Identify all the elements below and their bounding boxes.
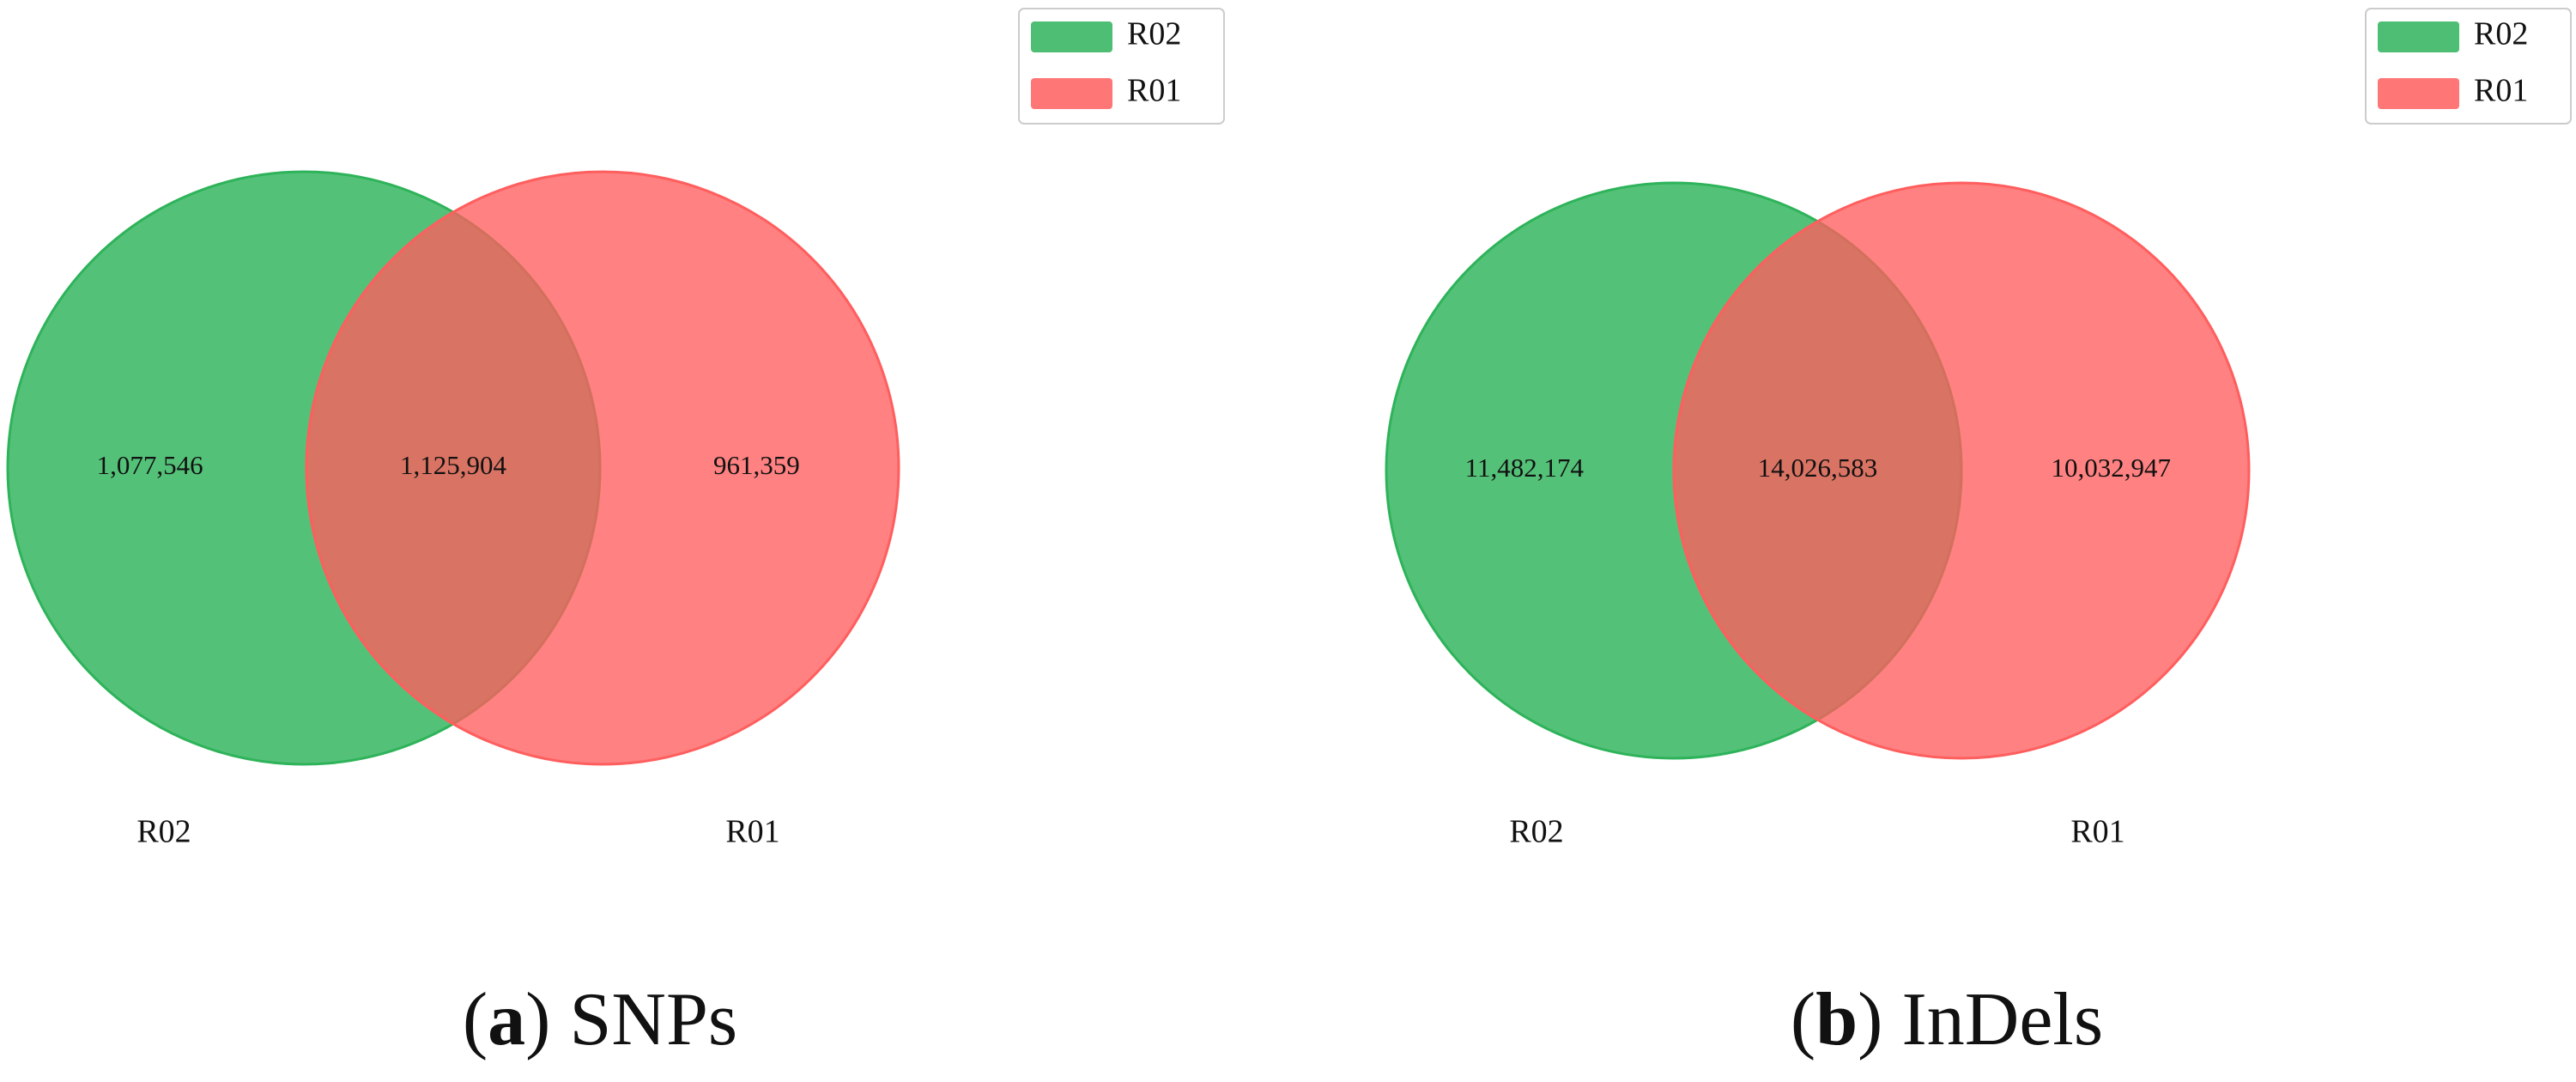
set-circle [305, 170, 900, 766]
legend-label: R02 [1127, 16, 1181, 52]
legend-swatch [2378, 78, 2459, 109]
caption: (b) InDels [1791, 978, 2103, 1061]
caption-part: ( [1791, 978, 1815, 1061]
caption: (a) SNPs [463, 978, 737, 1061]
region-value: 1,077,546 [97, 450, 203, 480]
region-value: 11,482,174 [1465, 453, 1585, 483]
region-value: 961,359 [713, 450, 800, 480]
caption-part: ( [463, 978, 488, 1061]
set-circle [1672, 181, 2251, 760]
set-label: R02 [1509, 814, 1563, 850]
region-value: 14,026,583 [1758, 453, 1878, 483]
legend: R02 R01 [1018, 8, 1225, 125]
legend: R02 R01 [2365, 8, 2572, 125]
venn-panel: 1,077,546 1,125,904 961,359 R02 R01 R02 R01 (a)… [6, 8, 1225, 1061]
region-value: 1,125,904 [400, 450, 507, 480]
legend-swatch [1031, 78, 1112, 109]
legend-label: R01 [2474, 73, 2528, 109]
legend-label: R02 [2474, 16, 2528, 52]
caption-part: ) SNPs [525, 978, 737, 1061]
caption-part: ) InDels [1858, 978, 2103, 1061]
legend-swatch [2378, 21, 2459, 52]
set-label: R01 [2070, 814, 2124, 850]
caption-part: b [1815, 978, 1858, 1061]
set-label: R02 [136, 814, 191, 850]
legend-swatch [1031, 21, 1112, 52]
caption-part: a [488, 978, 525, 1061]
legend-label: R01 [1127, 73, 1181, 109]
set-label: R01 [725, 814, 779, 850]
region-value: 10,032,947 [2051, 453, 2171, 483]
